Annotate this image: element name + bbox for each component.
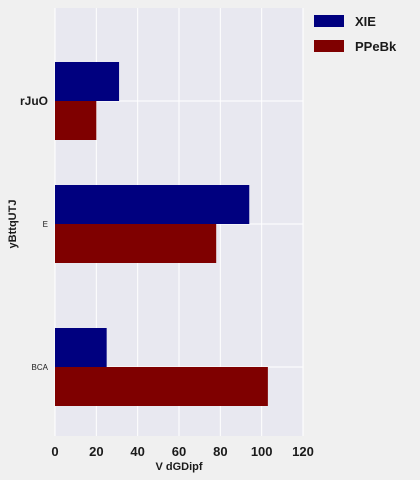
y-tick-label-2: BCA (32, 363, 49, 372)
bar-PPeBk-rJuO (55, 101, 96, 140)
bar-XIE-BCA (55, 328, 107, 367)
y-tick-label-0: rJuO (20, 94, 48, 108)
x-tick-label-5: 100 (251, 444, 273, 459)
x-axis-label: V dGDipf (155, 461, 202, 473)
x-tick-label-3: 60 (172, 444, 186, 459)
legend: XIE PPeBk (314, 14, 397, 54)
x-axis-ticks: 0 20 40 60 80 100 120 (51, 444, 313, 459)
legend-swatch-XIE (314, 15, 344, 27)
bar-XIE-rJuO (55, 62, 119, 101)
y-tick-label-1: E (43, 220, 48, 229)
x-tick-label-1: 20 (89, 444, 103, 459)
y-axis-label: yBttqUTJ (7, 200, 19, 249)
x-tick-label-2: 40 (130, 444, 144, 459)
bar-PPeBk-BCA (55, 367, 268, 406)
x-tick-label-4: 80 (213, 444, 227, 459)
x-tick-label-6: 120 (292, 444, 314, 459)
legend-swatch-PPeBk (314, 40, 344, 52)
x-tick-label-0: 0 (51, 444, 58, 459)
legend-label-XIE: XIE (355, 14, 376, 29)
bar-XIE-E (55, 185, 249, 224)
legend-label-PPeBk: PPeBk (355, 39, 397, 54)
y-axis-ticks: rJuO E BCA (20, 94, 49, 372)
bar-PPeBk-E (55, 224, 216, 263)
